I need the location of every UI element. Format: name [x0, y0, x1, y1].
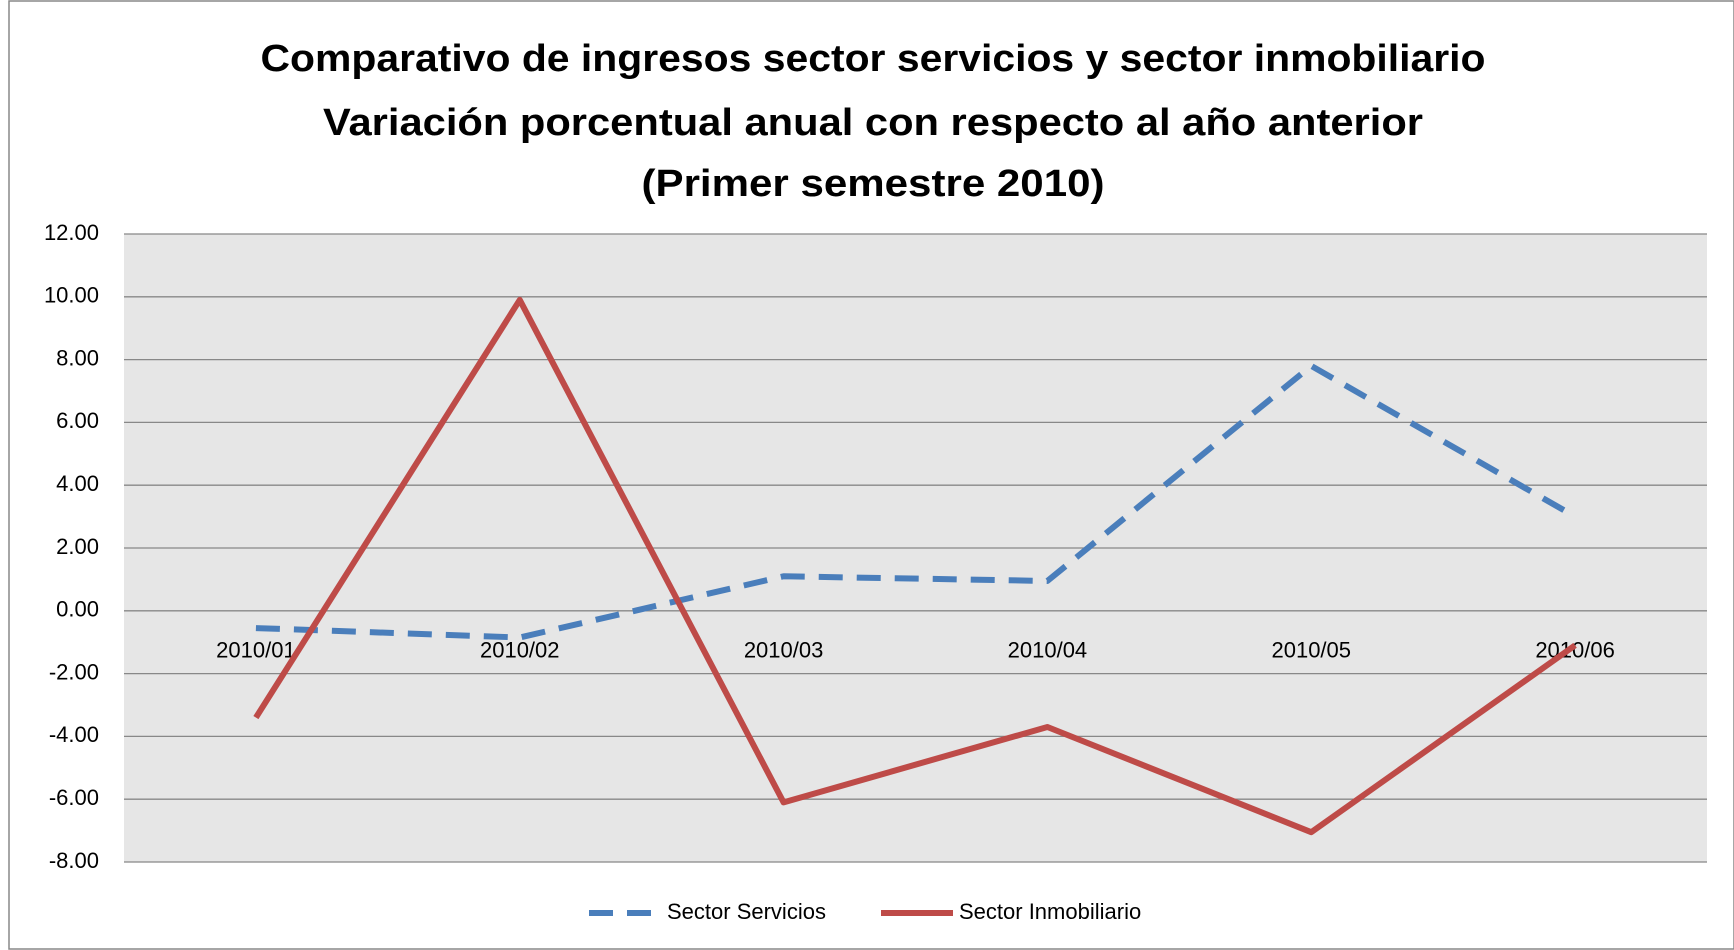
x-tick-label: 2010/05 [1271, 638, 1351, 663]
y-tick-label: 10.00 [44, 283, 99, 308]
x-tick-label: 2010/04 [1008, 638, 1088, 663]
x-tick-label: 2010/06 [1535, 638, 1615, 663]
y-tick-label: -4.00 [49, 722, 99, 747]
legend-label: Sector Servicios [667, 899, 826, 924]
y-tick-label: -6.00 [49, 785, 99, 810]
y-tick-label: 0.00 [56, 597, 99, 622]
chart-title: (Primer semestre 2010) [642, 163, 1105, 205]
y-tick-label: 12.00 [44, 220, 99, 245]
x-tick-label: 2010/03 [744, 638, 824, 663]
y-tick-label: 2.00 [56, 534, 99, 559]
chart-title: Comparativo de ingresos sector servicios… [261, 38, 1486, 80]
series-line [253, 296, 1577, 836]
chart-title: Variación porcentual anual con respecto … [323, 102, 1423, 144]
y-tick-label: 6.00 [56, 408, 99, 433]
series-line [255, 362, 1577, 641]
y-tick-label: 8.00 [56, 345, 99, 370]
y-tick-label: -8.00 [49, 848, 99, 873]
x-tick-label: 2010/02 [480, 638, 560, 663]
y-tick-label: 4.00 [56, 471, 99, 496]
x-tick-label: 2010/01 [216, 638, 296, 663]
y-tick-label: -2.00 [49, 659, 99, 684]
legend-label: Sector Inmobiliario [959, 899, 1141, 924]
